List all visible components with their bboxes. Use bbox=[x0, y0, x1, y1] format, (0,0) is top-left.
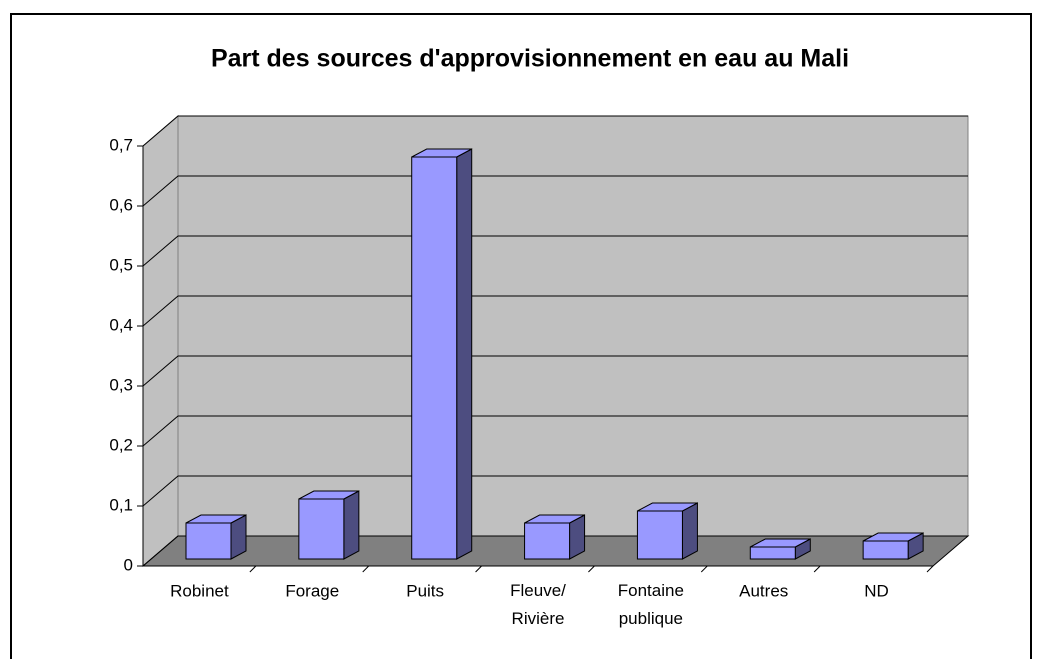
y-tick-label: 0,5 bbox=[109, 255, 133, 274]
bar bbox=[636, 502, 698, 560]
x-tick bbox=[475, 565, 482, 573]
bar-side bbox=[681, 502, 698, 560]
bar bbox=[749, 538, 811, 560]
bar bbox=[411, 148, 473, 560]
grid-line bbox=[142, 475, 968, 507]
grid-line bbox=[142, 415, 968, 447]
bar-front bbox=[185, 522, 232, 560]
bar-front bbox=[298, 498, 345, 560]
x-tick-label: Forage bbox=[285, 581, 339, 600]
x-tick-label: Robinet bbox=[170, 581, 229, 600]
y-tick-label: 0,1 bbox=[109, 495, 133, 514]
x-tick bbox=[926, 565, 934, 573]
grid-line bbox=[142, 355, 968, 387]
y-tick-label: 0,7 bbox=[109, 135, 133, 154]
bar-side bbox=[456, 148, 473, 560]
y-tick-label: 0,6 bbox=[109, 195, 133, 214]
grid-line bbox=[142, 235, 968, 267]
grid-line bbox=[142, 115, 968, 147]
bar-front bbox=[749, 546, 796, 560]
x-tick bbox=[362, 565, 370, 573]
bar-front bbox=[636, 510, 683, 560]
x-tick bbox=[813, 565, 821, 573]
x-tick bbox=[588, 565, 595, 573]
bar bbox=[524, 514, 586, 560]
grid-line bbox=[142, 175, 968, 207]
bar-side bbox=[343, 490, 360, 560]
y-tick-label: 0 bbox=[124, 555, 133, 574]
chart-title: Part des sources d'approvisionnement en … bbox=[211, 45, 849, 73]
x-tick-label: Fontaine publique bbox=[618, 581, 684, 628]
y-tick-label: 0,3 bbox=[109, 375, 133, 394]
bar-front bbox=[524, 522, 571, 560]
x-tick-label: ND bbox=[864, 581, 889, 600]
bar bbox=[862, 532, 924, 560]
bar bbox=[298, 490, 360, 560]
bar bbox=[185, 514, 247, 560]
x-tick-label: Autres bbox=[739, 581, 788, 600]
x-tick bbox=[700, 565, 708, 573]
x-tick bbox=[249, 565, 257, 573]
side-wall bbox=[142, 114, 179, 568]
x-tick-label: Fleuve/Rivière bbox=[510, 581, 566, 628]
back-wall bbox=[177, 115, 969, 537]
grid-line bbox=[142, 295, 968, 327]
bar-front bbox=[411, 156, 458, 560]
y-tick-label: 0,2 bbox=[109, 435, 133, 454]
x-tick-label: Puits bbox=[406, 581, 444, 600]
bar-front bbox=[862, 540, 909, 560]
y-tick-label: 0,4 bbox=[109, 315, 133, 334]
grid-line bbox=[142, 535, 968, 567]
